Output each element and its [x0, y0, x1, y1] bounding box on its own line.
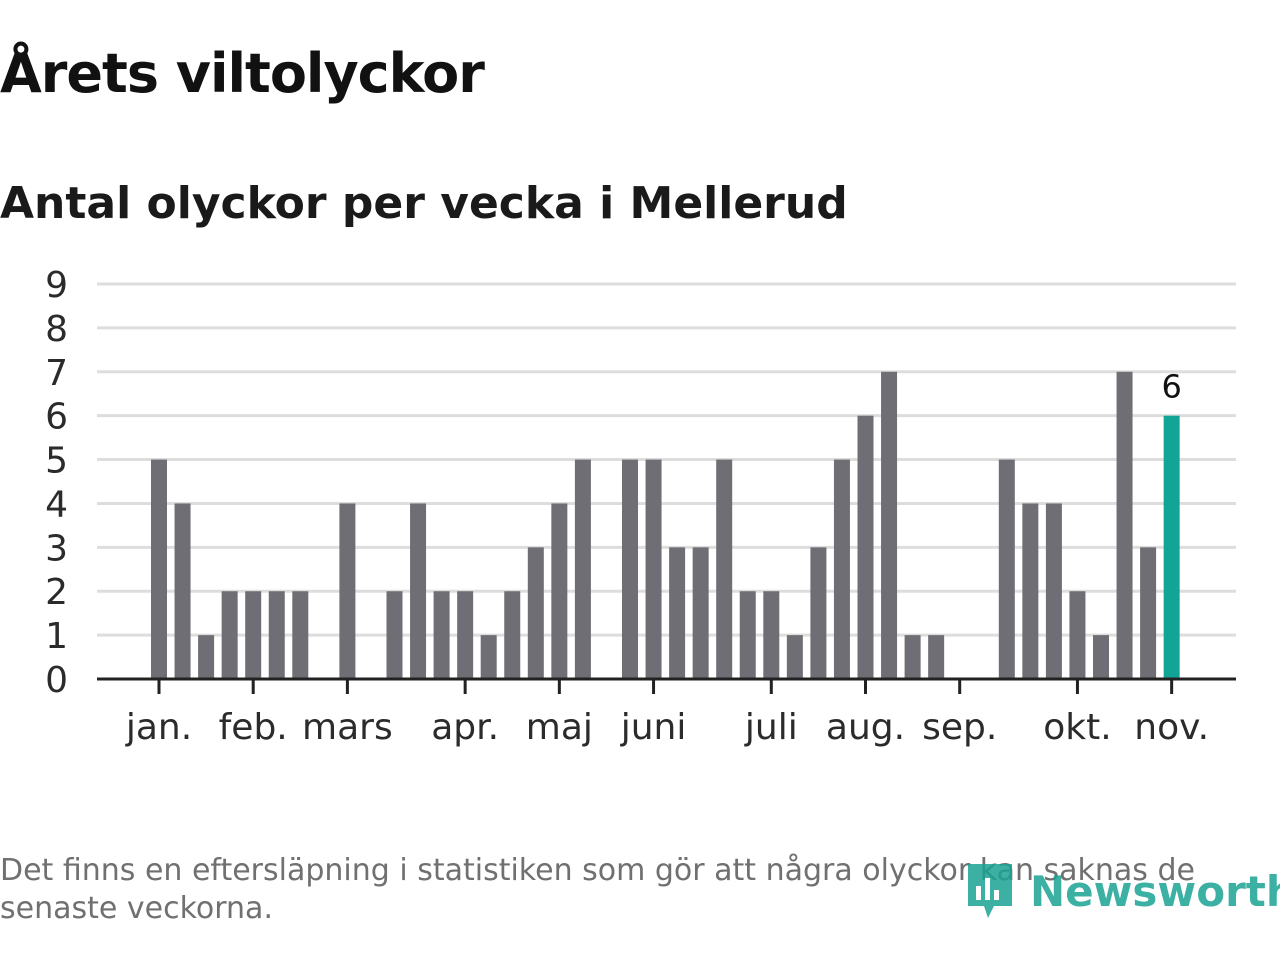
y-tick-label-7: 7: [45, 353, 68, 394]
bar-week-38: [1022, 503, 1039, 679]
bar-week-21: [622, 459, 638, 679]
y-tick-label-2: 2: [45, 572, 68, 613]
bar-week-24: [692, 547, 709, 679]
annotations: 6: [1161, 368, 1181, 406]
bar-week-44: [1163, 415, 1180, 679]
x-tick-label-juli: juli: [744, 707, 798, 748]
x-tick-label-jan.: jan.: [125, 707, 192, 748]
y-tick-label-5: 5: [45, 441, 68, 482]
bar-week-4: [221, 591, 238, 679]
bar-week-42: [1116, 371, 1133, 679]
brand-name: Newsworthy: [1030, 866, 1280, 916]
y-tick-label-4: 4: [45, 484, 68, 525]
newsworthy-logo-icon: [968, 864, 1012, 918]
bar-week-13: [433, 591, 450, 679]
chart-subtitle: Antal olyckor per vecka i Mellerud: [0, 178, 848, 229]
y-tick-label-9: 9: [45, 265, 68, 306]
x-tick-label-juni: juni: [620, 707, 687, 748]
bar-week-34: [928, 635, 945, 679]
bar-week-19: [574, 459, 591, 679]
bar-week-23: [669, 547, 686, 679]
bar-week-2: [174, 503, 191, 679]
y-tick-label-6: 6: [45, 397, 68, 438]
bar-week-43: [1140, 547, 1157, 679]
x-tick-label-apr.: apr.: [431, 707, 499, 748]
bar-week-37: [998, 459, 1015, 679]
bar-week-25: [716, 459, 733, 679]
x-tick-label-mars: mars: [302, 707, 393, 748]
bars: [151, 371, 1180, 679]
bar-week-41: [1093, 635, 1109, 679]
x-axis: jan. feb. mars apr. maj juni juli aug. sep. okt. n…: [97, 677, 1236, 748]
x-tick-label-okt.: okt.: [1043, 707, 1111, 748]
bar-week-15: [480, 635, 497, 679]
bar-week-40: [1069, 591, 1086, 679]
x-tick-label-feb.: feb.: [219, 707, 288, 748]
bar-week-30: [833, 459, 850, 679]
bar-week-29: [810, 547, 827, 679]
bar-week-33: [904, 635, 921, 679]
newsworthy-logo: Newsworthy: [964, 860, 1280, 922]
bar-week-14: [457, 591, 474, 679]
y-tick-label-0: 0: [45, 660, 68, 701]
y-tick-label-1: 1: [45, 616, 68, 657]
bar-week-31: [857, 415, 874, 679]
chart-title: Årets viltolyckor: [0, 42, 485, 105]
bar-week-18: [551, 503, 568, 679]
highlight-value-label: 6: [1161, 368, 1181, 406]
bar-week-16: [504, 591, 521, 679]
bar-week-12: [410, 503, 427, 679]
bar-week-39: [1045, 503, 1062, 679]
x-tick-label-maj: maj: [526, 707, 593, 748]
gridlines: [97, 282, 1236, 637]
bar-week-3: [198, 635, 215, 679]
bar-week-17: [527, 547, 544, 679]
bar-week-11: [386, 591, 403, 679]
y-tick-label-8: 8: [45, 309, 68, 350]
bar-week-27: [763, 591, 780, 679]
bar-week-5: [245, 591, 262, 679]
x-tick-label-nov.: nov.: [1134, 707, 1209, 748]
y-tick-label-3: 3: [45, 528, 68, 569]
x-tick-label-aug.: aug.: [826, 707, 905, 748]
bar-week-7: [292, 591, 309, 679]
bar-week-28: [786, 635, 803, 679]
bar-week-26: [739, 591, 756, 679]
bar-week-1: [151, 459, 167, 679]
bar-week-6: [268, 591, 285, 679]
bar-week-22: [645, 459, 662, 679]
x-tick-label-sep.: sep.: [922, 707, 997, 748]
bar-week-32: [881, 371, 898, 679]
bar-week-9: [339, 503, 356, 679]
